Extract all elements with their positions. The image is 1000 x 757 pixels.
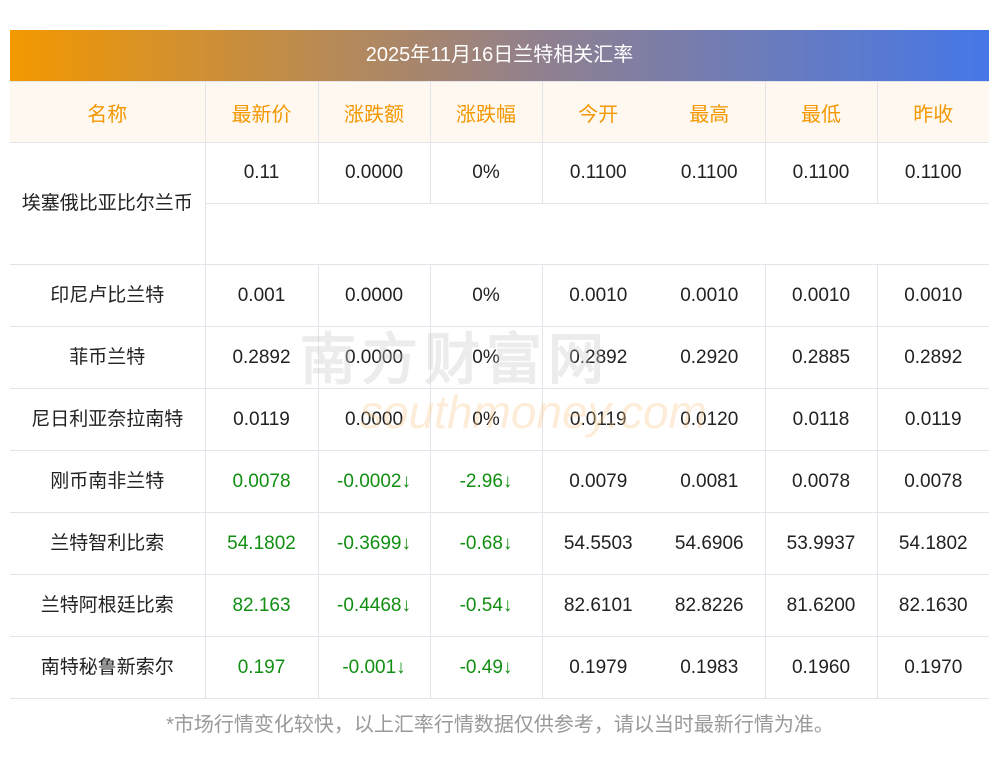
cell-change: 0.0000 [317, 264, 431, 327]
cell-low: 81.6200 [764, 574, 878, 637]
cell-low: 0.1100 [764, 142, 878, 204]
table-row: 兰特智利比索 54.1802 -0.3699↓ -0.68↓ 54.5503 54.690… [10, 512, 989, 575]
cell-open: 0.2892 [541, 326, 654, 389]
cell-latest: 0.197 [204, 636, 319, 699]
cell-low: 53.9937 [764, 512, 878, 575]
currency-name: 尼日利亚奈拉南特 [10, 388, 206, 451]
cell-change: -0.4468↓ [317, 574, 431, 637]
cell-low: 0.0118 [764, 388, 878, 451]
header-low: 最低 [764, 81, 878, 143]
cell-low: 0.2885 [764, 326, 878, 389]
table-row: 埃塞俄比亚比尔兰币 0.11 0.0000 0% 0.1100 0.1100 0.1100 0… [10, 142, 989, 265]
cell-latest: 0.001 [204, 264, 319, 327]
table-row: 菲币兰特 0.2892 0.0000 0% 0.2892 0.2920 0.2885 0.28… [10, 326, 989, 389]
cell-latest: 0.0119 [204, 388, 319, 451]
cell-pct: -0.68↓ [429, 512, 543, 575]
cell-change: -0.3699↓ [317, 512, 431, 575]
cell-open: 0.1979 [541, 636, 654, 699]
cell-change: 0.0000 [317, 142, 431, 204]
cell-high: 0.0120 [654, 388, 766, 451]
cell-open: 82.6101 [541, 574, 654, 637]
currency-name: 埃塞俄比亚比尔兰币 [10, 142, 206, 265]
cell-prev: 0.0078 [876, 450, 989, 513]
cell-pct: 0% [429, 142, 543, 204]
header-row: 名称 最新价 涨跌额 涨跌幅 今开 最高 最低 昨收 [10, 81, 989, 143]
cell-open: 0.1100 [541, 142, 654, 204]
cell-change: 0.0000 [317, 388, 431, 451]
table-row: 兰特阿根廷比索 82.163 -0.4468↓ -0.54↓ 82.6101 82.822… [10, 574, 989, 637]
disclaimer: *市场行情变化较快，以上汇率行情数据仅供参考，请以当时最新行情为准。 [166, 714, 834, 736]
header-open: 今开 [541, 81, 654, 143]
header-pct: 涨跌幅 [429, 81, 543, 143]
cell-prev: 0.0010 [876, 264, 989, 327]
cell-prev: 54.1802 [876, 512, 989, 575]
table-row: 尼日利亚奈拉南特 0.0119 0.0000 0% 0.0119 0.0120 0.0118… [10, 388, 989, 451]
cell-latest: 82.163 [204, 574, 319, 637]
cell-prev: 0.1100 [876, 142, 989, 204]
cell-prev: 0.0119 [876, 388, 989, 451]
header-latest: 最新价 [204, 81, 319, 143]
cell-prev: 82.1630 [876, 574, 989, 637]
cell-change: -0.0002↓ [317, 450, 431, 513]
currency-name: 菲币兰特 [10, 326, 206, 389]
currency-name: 刚币南非兰特 [10, 450, 206, 513]
cell-pct: -2.96↓ [429, 450, 543, 513]
cell-prev: 0.2892 [876, 326, 989, 389]
cell-latest: 54.1802 [204, 512, 319, 575]
cell-latest: 0.0078 [204, 450, 319, 513]
cell-pct: 0% [429, 326, 543, 389]
currency-name: 兰特智利比索 [10, 512, 206, 575]
table-row: 刚币南非兰特 0.0078 -0.0002↓ -2.96↓ 0.0079 0.0081 0.… [10, 450, 989, 513]
cell-high: 0.1983 [654, 636, 766, 699]
header-name: 名称 [10, 81, 206, 143]
cell-prev: 0.1970 [876, 636, 989, 699]
currency-name: 南特秘鲁新索尔 [10, 636, 206, 699]
table-row: 印尼卢比兰特 0.001 0.0000 0% 0.0010 0.0010 0.0010 0.0… [10, 264, 989, 327]
cell-low: 0.0078 [764, 450, 878, 513]
cell-high: 0.1100 [654, 142, 766, 204]
currency-name: 兰特阿根廷比索 [10, 574, 206, 637]
cell-high: 0.0010 [654, 264, 766, 327]
cell-open: 0.0079 [541, 450, 654, 513]
cell-high: 54.6906 [654, 512, 766, 575]
header-change: 涨跌额 [317, 81, 431, 143]
header-prev: 昨收 [876, 81, 989, 143]
cell-change: -0.001↓ [317, 636, 431, 699]
wrap-row [10, 203, 989, 265]
empty-cell [205, 203, 989, 265]
cell-high: 0.2920 [654, 326, 766, 389]
cell-pct: -0.49↓ [429, 636, 543, 699]
cell-high: 0.0081 [654, 450, 766, 513]
table-title: 2025年11月16日兰特相关汇率 [10, 30, 989, 81]
cell-latest: 0.11 [204, 142, 319, 204]
table-row: 南特秘鲁新索尔 0.197 -0.001↓ -0.49↓ 0.1979 0.1983 0.1… [10, 636, 989, 699]
cell-pct: -0.54↓ [429, 574, 543, 637]
exchange-rate-table: 名称 最新价 涨跌额 涨跌幅 今开 最高 最低 昨收 埃塞俄比亚比尔兰币 0.11… [10, 81, 989, 699]
cell-open: 0.0119 [541, 388, 654, 451]
currency-name: 印尼卢比兰特 [10, 264, 206, 327]
cell-low: 0.0010 [764, 264, 878, 327]
cell-latest: 0.2892 [204, 326, 319, 389]
cell-open: 0.0010 [541, 264, 654, 327]
cell-open: 54.5503 [541, 512, 654, 575]
cell-high: 82.8226 [654, 574, 766, 637]
cell-pct: 0% [429, 264, 543, 327]
cell-pct: 0% [429, 388, 543, 451]
cell-low: 0.1960 [764, 636, 878, 699]
header-high: 最高 [654, 81, 766, 143]
cell-change: 0.0000 [317, 326, 431, 389]
